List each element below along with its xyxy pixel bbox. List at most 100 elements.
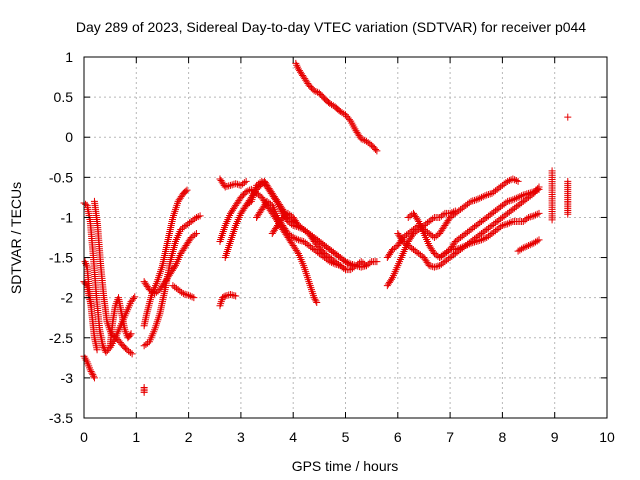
data-point [220, 293, 228, 301]
data-point [228, 291, 236, 299]
y-tick-label: 1 [65, 49, 73, 65]
data-point [221, 292, 229, 300]
data-point [498, 221, 506, 229]
y-tick-label: -3.5 [49, 410, 73, 426]
data-point [294, 63, 302, 71]
data-point [457, 244, 465, 252]
data-point [274, 201, 282, 209]
data-point [359, 136, 367, 144]
data-point [179, 290, 187, 298]
data-point [298, 237, 306, 245]
y-axis-label: SDTVAR / TECUs [8, 182, 24, 294]
chart-title: Day 289 of 2023, Sidereal Day-to-day VTE… [76, 19, 586, 35]
series-arc-y [514, 236, 543, 255]
data-point [232, 180, 240, 188]
y-tick-label: -0.5 [49, 169, 73, 185]
data-point [100, 343, 108, 351]
data-point [192, 229, 200, 237]
series-arc-l [216, 175, 250, 191]
data-point [535, 209, 543, 217]
data-point [311, 295, 319, 303]
y-tick-labels: -3.5 -3 -2.5 -2 -1.5 -1 -0.5 0 0.5 1 [49, 49, 73, 426]
data-point [483, 191, 491, 199]
data-point [87, 367, 95, 375]
data-point [504, 220, 512, 228]
data-point [127, 330, 135, 338]
series-arc-r [268, 209, 349, 274]
data-point [533, 210, 541, 218]
data-point [481, 192, 489, 200]
series-arc-g [140, 384, 148, 396]
data-point [455, 244, 463, 252]
ticks-layer [83, 56, 608, 419]
y-tick-label: -1.5 [49, 250, 73, 266]
series-arc-c [80, 352, 98, 382]
data-point [548, 216, 556, 224]
data-point [453, 245, 461, 253]
data-point [472, 238, 480, 246]
data-point [528, 212, 536, 220]
data-point [534, 185, 542, 193]
data-point [564, 113, 572, 121]
data-point [240, 179, 248, 187]
data-point [373, 258, 381, 266]
x-axis-label: GPS time / hours [292, 458, 399, 474]
x-tick-label: 10 [599, 429, 615, 445]
data-point [246, 186, 254, 194]
data-point [183, 186, 191, 194]
data-point [342, 266, 349, 274]
data-point [444, 247, 452, 255]
y-tick-label: -3 [61, 370, 74, 386]
x-tick-label: 0 [80, 429, 88, 445]
data-point [474, 195, 482, 203]
data-point [535, 236, 543, 244]
grid-layer [84, 57, 607, 418]
data-point [479, 193, 487, 201]
x-tick-label: 4 [289, 429, 297, 445]
data-point [242, 177, 250, 185]
data-point [479, 235, 487, 243]
data-point [277, 206, 285, 214]
data-point [477, 236, 485, 244]
data-point [310, 87, 318, 95]
series-arc-j [140, 229, 200, 298]
data-point [471, 238, 479, 246]
data-point [476, 194, 484, 202]
data-point [507, 196, 515, 204]
data-point [469, 239, 477, 247]
data-point [296, 236, 304, 244]
data-point [362, 262, 370, 270]
data-point [474, 237, 482, 245]
data-point [126, 331, 134, 339]
data-point [289, 234, 297, 241]
data-point [294, 236, 302, 244]
data-point [276, 204, 284, 212]
data-point [414, 216, 422, 224]
marks-layer [80, 59, 572, 396]
data-point [505, 219, 513, 227]
data-point [518, 192, 526, 200]
data-point [505, 197, 513, 205]
data-point [357, 135, 365, 143]
x-tick-label: 3 [237, 429, 245, 445]
series-arc-b [90, 197, 136, 358]
data-point [388, 275, 396, 283]
data-point [223, 182, 231, 190]
data-point [86, 366, 94, 374]
data-point [89, 371, 97, 379]
data-point [467, 239, 475, 247]
data-point [512, 194, 520, 202]
data-point [519, 244, 527, 252]
data-point [430, 263, 438, 271]
data-point [523, 242, 531, 250]
series-arc-v [404, 185, 543, 262]
data-point [230, 292, 238, 300]
data-point [471, 196, 479, 204]
data-point [185, 291, 193, 299]
data-point [533, 237, 541, 245]
data-point [225, 182, 233, 190]
x-tick-label: 7 [446, 429, 454, 445]
data-point [191, 215, 199, 223]
data-point [509, 175, 517, 183]
data-point [525, 242, 533, 250]
